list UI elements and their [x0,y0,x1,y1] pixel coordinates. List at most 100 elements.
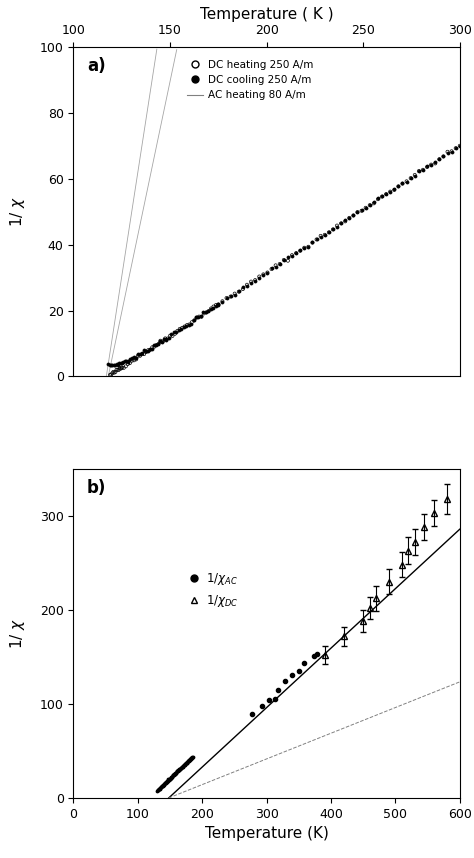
Point [329,222,337,236]
Point [301,241,308,255]
Point [161,776,168,790]
Point [247,275,255,288]
Point [176,763,183,776]
Point [325,226,333,239]
Point [116,362,123,376]
Point [155,782,163,796]
Point [122,354,130,368]
Point [183,756,191,770]
Point [337,216,345,230]
Point [172,767,179,781]
Point [107,358,115,372]
Point [167,327,175,341]
Point [186,752,194,766]
Point [154,784,161,798]
Point [419,163,427,177]
Point [177,761,184,775]
Point [163,776,170,789]
Point [162,776,169,790]
Point [140,347,148,361]
Point [142,345,150,359]
Point [162,331,169,345]
Point [117,356,125,370]
Point [156,781,164,795]
Point [177,761,185,775]
Point [188,752,195,765]
Point [130,353,138,367]
Point [284,251,292,264]
Point [215,298,222,311]
Point [165,772,173,786]
Point [174,764,182,778]
Point [182,756,190,770]
Point [167,770,174,784]
Point [117,362,125,376]
Point [118,361,126,375]
Point [448,145,456,159]
Point [138,347,146,360]
Point [187,752,194,765]
Point [212,299,220,312]
Point [301,241,308,255]
Point [407,171,414,184]
Point [160,777,167,791]
Point [161,776,169,790]
Point [179,759,186,773]
Point [156,335,164,348]
Point [124,353,131,367]
Point [184,754,191,768]
Point [258,699,266,713]
Text: a): a) [87,57,106,75]
Point [309,235,316,249]
Point [436,153,443,166]
Point [124,355,131,369]
Point [148,341,156,354]
Point [136,347,144,361]
Point [305,240,312,254]
Point [182,319,190,333]
Point [295,664,302,678]
Point [178,761,185,775]
Point [399,176,406,190]
Point [317,229,324,243]
Point [210,300,217,314]
Point [439,149,447,163]
Point [227,290,235,304]
Point [313,647,320,661]
Point [260,268,267,281]
Point [150,338,158,352]
Point [181,758,189,771]
Point [231,287,238,300]
Point [108,368,115,382]
Y-axis label: 1/ $\chi$: 1/ $\chi$ [8,618,27,649]
Point [329,222,337,236]
Point [171,768,178,782]
Point [156,782,164,795]
Point [136,349,144,363]
Point [116,356,123,370]
Point [118,360,126,374]
Point [431,155,439,169]
Point [183,756,191,770]
Point [366,198,374,212]
Point [164,772,172,786]
Point [305,239,312,253]
Point [138,347,146,361]
Point [175,764,182,777]
Point [354,205,361,219]
Point [181,320,188,334]
Point [183,318,191,332]
Point [188,752,196,765]
Point [155,782,162,796]
Point [386,184,394,198]
Point [175,763,183,776]
Point [280,253,288,267]
Point [310,650,318,663]
Legend: DC heating 250 A/m, DC cooling 250 A/m, AC heating 80 A/m: DC heating 250 A/m, DC cooling 250 A/m, … [183,56,318,105]
Point [411,169,419,183]
Point [378,190,386,203]
Point [173,764,181,778]
Point [130,350,137,364]
Point [366,198,374,212]
Point [161,776,169,790]
